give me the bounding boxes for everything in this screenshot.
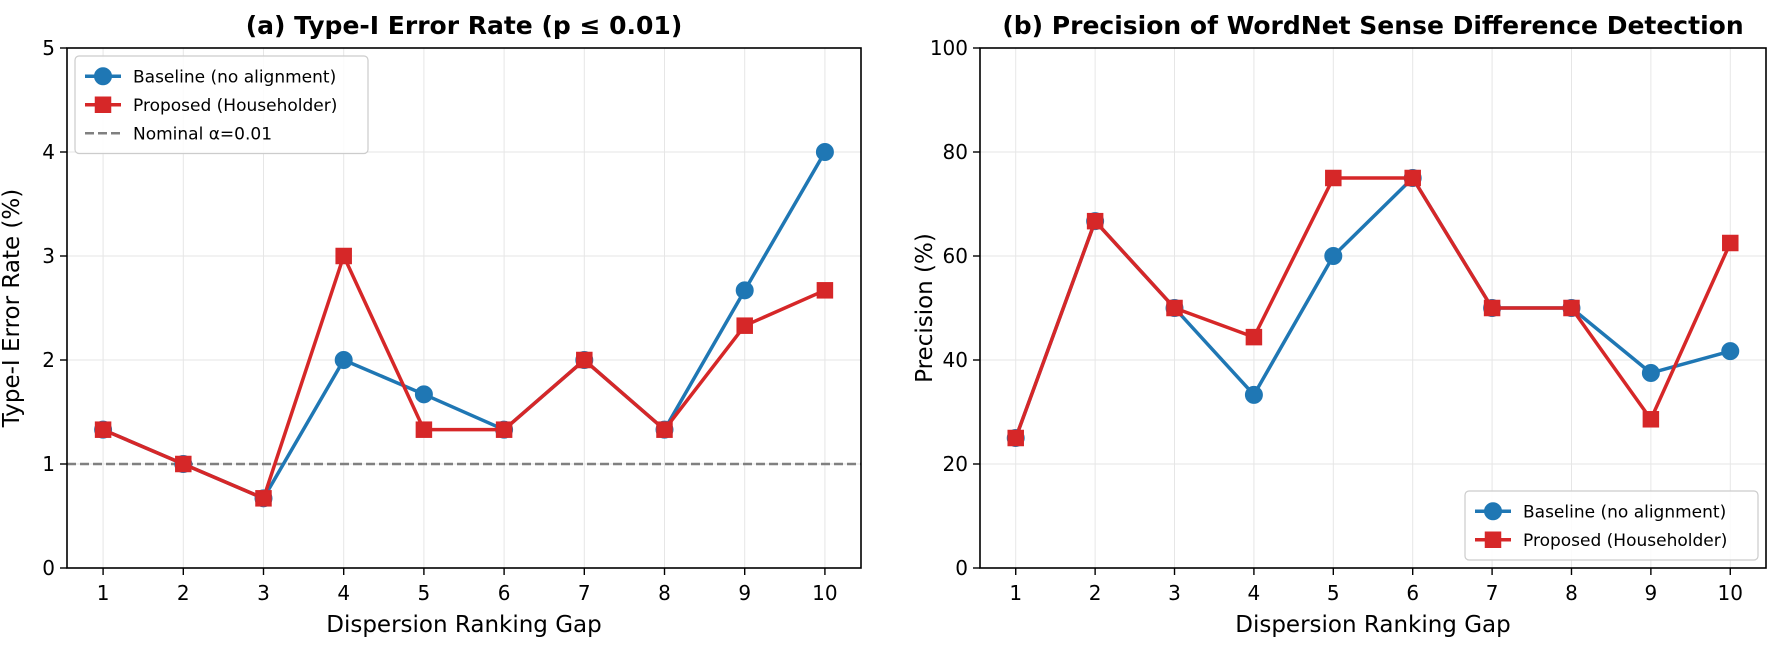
y-axis-label: Precision (%)	[912, 233, 938, 383]
data-point-proposed	[1722, 234, 1739, 252]
plot-area-frame	[979, 47, 1767, 569]
data-point-baseline	[1641, 364, 1660, 382]
y-tick-label: 20	[943, 452, 968, 476]
legend-label: Baseline (no alignment)	[1523, 502, 1726, 522]
y-tick-label: 4	[42, 140, 55, 164]
data-point-proposed	[656, 421, 673, 438]
data-point-baseline	[414, 385, 433, 404]
legend: Baseline (no alignment) Proposed (Househo…	[1464, 490, 1759, 561]
legend-box	[1464, 490, 1759, 561]
data-point-proposed	[736, 317, 753, 334]
series-line-proposed	[1014, 176, 1732, 439]
x-tick-label: 3	[257, 581, 270, 605]
x-tick-label: 7	[578, 581, 591, 605]
data-point-baseline	[1324, 247, 1343, 265]
data-point-proposed	[1166, 299, 1183, 317]
legend-swatch-marker	[94, 67, 112, 86]
data-point-proposed	[1007, 429, 1024, 447]
x-tick-label: 9	[1645, 581, 1658, 605]
x-tick-label: 5	[1327, 581, 1340, 605]
legend-swatch-marker	[1484, 502, 1502, 521]
data-point-proposed	[576, 351, 593, 369]
legend-label: Nominal α=0.01	[133, 124, 272, 144]
y-tick-label: 1	[42, 452, 55, 476]
legend-swatch-marker	[94, 96, 112, 113]
data-point-proposed	[1404, 169, 1421, 187]
x-tick-label: 1	[97, 581, 110, 605]
data-point-baseline	[735, 281, 754, 300]
series-line-baseline	[1014, 176, 1731, 439]
data-point-proposed	[495, 421, 513, 438]
data-point-proposed	[415, 421, 433, 438]
y-axis-label: Type-I Error Rate (%)	[0, 189, 25, 428]
y-tick-label: 0	[42, 556, 55, 580]
chart-title: (a) Type-I Error Rate (p ≤ 0.01)	[246, 11, 683, 40]
y-tick-label: 0	[955, 556, 968, 580]
x-tick-label: 1	[1009, 581, 1022, 605]
x-tick-label: 3	[1168, 581, 1181, 605]
legend-label: Baseline (no alignment)	[133, 67, 336, 87]
x-tick-label: 4	[337, 581, 350, 605]
x-tick-label: 6	[498, 581, 511, 605]
legend-box	[74, 55, 369, 155]
x-tick-label: 4	[1248, 581, 1261, 605]
y-tick-label: 5	[42, 36, 55, 60]
series-line-proposed	[102, 254, 826, 501]
series-line-baseline	[102, 151, 827, 501]
data-point-proposed	[1563, 299, 1580, 317]
x-axis-label: Dispersion Ranking Gap	[326, 612, 601, 638]
chart-panel-a: 1 2 3 4 5 6 7 8 9 10 0 1 2 3 4 5 (a) Type-I Error Rate (…	[0, 11, 862, 638]
legend-swatch-marker	[1484, 531, 1502, 548]
data-point-baseline	[1721, 342, 1740, 361]
x-tick-label: 5	[418, 581, 431, 605]
data-point-proposed	[1325, 169, 1342, 187]
x-tick-label: 8	[658, 581, 671, 605]
y-tick-label: 40	[943, 348, 968, 372]
y-tick-label: 3	[42, 244, 55, 268]
data-point-proposed	[1086, 212, 1104, 230]
data-point-proposed	[175, 455, 192, 473]
y-tick-label: 2	[42, 348, 55, 372]
data-point-baseline	[334, 351, 353, 369]
data-point-proposed	[1483, 299, 1501, 317]
legend: Baseline (no alignment) Proposed (Househo…	[74, 55, 369, 155]
y-tick-label: 60	[943, 244, 968, 268]
x-tick-label: 8	[1565, 581, 1578, 605]
data-point-proposed	[816, 282, 834, 299]
y-tick-label: 80	[943, 140, 968, 164]
legend-label: Proposed (Householder)	[1523, 531, 1727, 551]
plot-area-frame	[66, 47, 862, 569]
data-point-baseline	[1244, 385, 1263, 404]
legend-label: Proposed (Householder)	[133, 96, 337, 116]
data-point-proposed	[255, 490, 272, 507]
x-tick-label: 9	[738, 581, 751, 605]
data-point-proposed	[94, 421, 112, 438]
x-tick-label: 2	[1089, 581, 1102, 605]
data-point-baseline	[815, 143, 834, 161]
y-tick-label: 100	[930, 36, 968, 60]
x-tick-label: 6	[1406, 581, 1419, 605]
x-tick-label: 2	[177, 581, 190, 605]
data-point-proposed	[335, 247, 352, 265]
x-tick-label: 10	[812, 581, 837, 605]
x-tick-label: 10	[1718, 581, 1743, 605]
data-point-proposed	[1642, 411, 1660, 428]
x-axis-label: Dispersion Ranking Gap	[1235, 612, 1510, 638]
data-point-proposed	[1245, 328, 1263, 346]
chart-title: (b) Precision of WordNet Sense Differenc…	[1002, 11, 1743, 40]
x-tick-label: 7	[1486, 581, 1499, 605]
